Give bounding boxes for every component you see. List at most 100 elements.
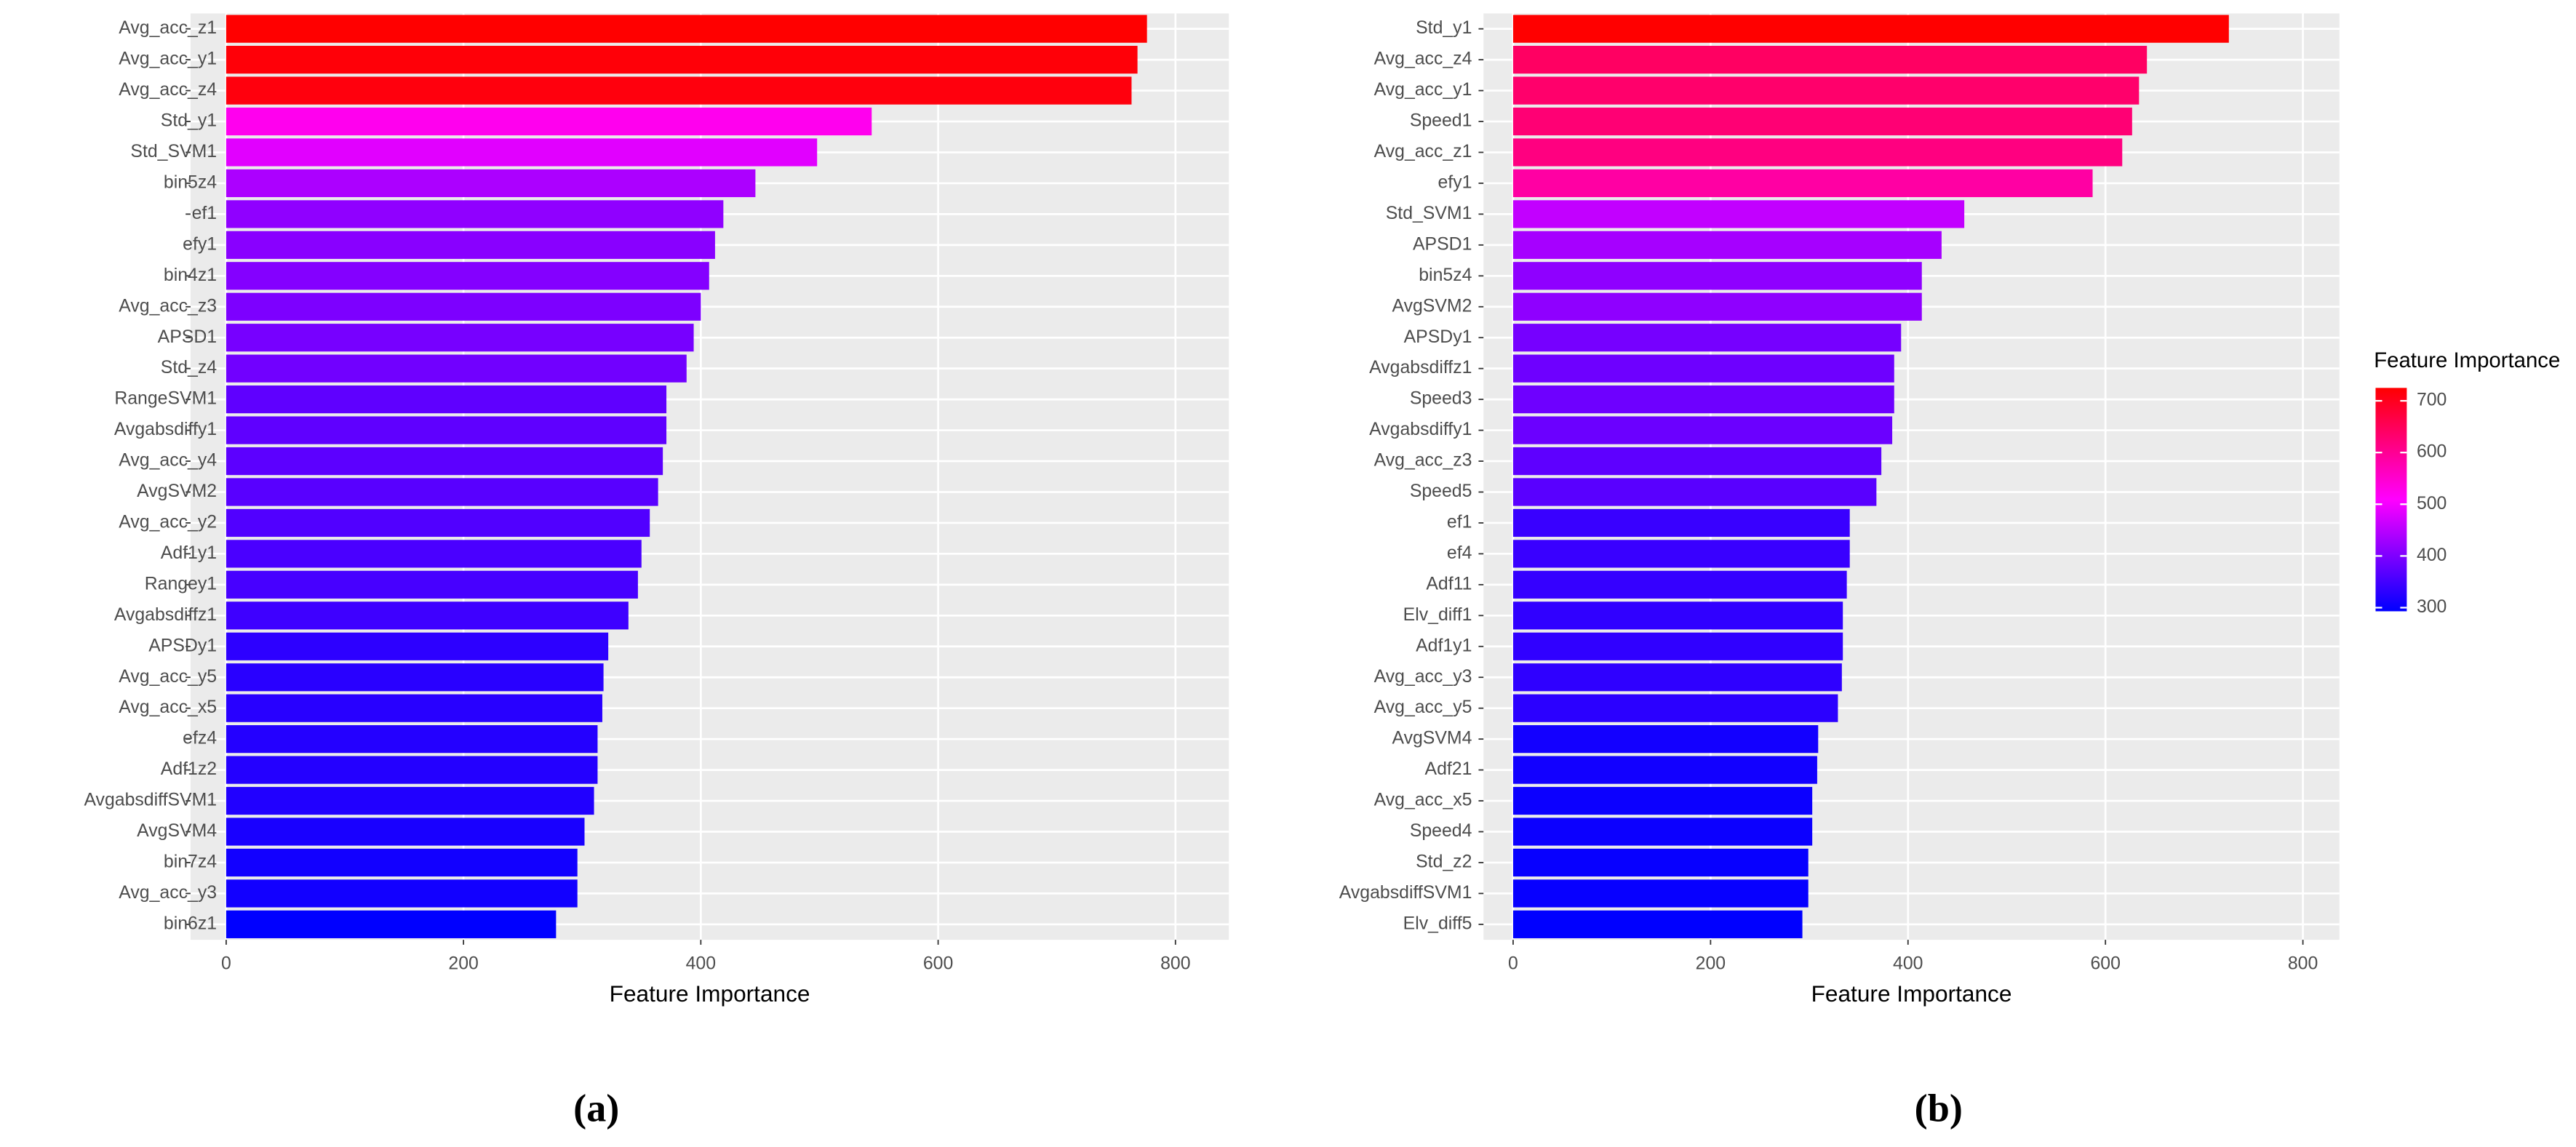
bar bbox=[1512, 138, 2123, 167]
y-tick-label: Avgabsdiffz1 bbox=[1369, 358, 1472, 377]
y-tick-label: bin5z4 bbox=[1419, 265, 1472, 285]
bar bbox=[226, 231, 715, 259]
panel-caption: (a) bbox=[573, 1087, 619, 1130]
y-tick-label: ef1 bbox=[192, 204, 218, 223]
bar bbox=[226, 756, 598, 784]
y-tick-label: Avg_acc_y4 bbox=[119, 451, 217, 471]
legend-tick-label: 500 bbox=[2417, 494, 2447, 513]
bar bbox=[226, 725, 598, 754]
bar bbox=[1512, 324, 1902, 352]
legend-title: Feature Importance bbox=[2374, 348, 2560, 372]
y-tick-label: Avg_acc_y1 bbox=[1374, 80, 1472, 100]
bar bbox=[1512, 200, 1965, 228]
bar bbox=[226, 416, 667, 444]
y-tick-label: Speed3 bbox=[1410, 389, 1472, 409]
bar bbox=[1512, 848, 1809, 877]
y-tick-label: Adf1y1 bbox=[1416, 636, 1472, 655]
x-axis-title: Feature Importance bbox=[1811, 980, 2012, 1007]
bar bbox=[1512, 354, 1894, 383]
y-tick-label: bin5z4 bbox=[164, 172, 217, 192]
bar bbox=[226, 818, 585, 846]
bar bbox=[1512, 570, 1847, 599]
y-tick-label: AvgSVM2 bbox=[137, 481, 217, 501]
bar bbox=[1512, 725, 1819, 754]
bar bbox=[226, 107, 872, 136]
y-tick-label: Avg_acc_y3 bbox=[1374, 667, 1472, 687]
y-tick-label: APSDy1 bbox=[148, 636, 217, 655]
bar bbox=[226, 138, 818, 167]
bar bbox=[226, 447, 663, 476]
x-tick-label: 0 bbox=[1508, 954, 1518, 974]
bar bbox=[226, 76, 1132, 105]
bar bbox=[226, 879, 578, 908]
y-tick-label: APSD1 bbox=[158, 327, 217, 347]
bar bbox=[1512, 910, 1803, 938]
bar bbox=[1512, 169, 2093, 198]
y-tick-label: Adf11 bbox=[1426, 574, 1472, 594]
x-axis-title: Feature Importance bbox=[610, 980, 810, 1007]
y-tick-label: Std_y1 bbox=[1416, 18, 1472, 38]
y-tick-label: Std_z2 bbox=[1416, 852, 1472, 872]
y-tick-label: Std_z4 bbox=[161, 358, 217, 377]
bar bbox=[226, 632, 609, 660]
y-tick-label: Avg_acc_z3 bbox=[119, 296, 217, 316]
y-tick-label: Avg_acc_z4 bbox=[1374, 49, 1472, 69]
y-tick-label: Avg_acc_x5 bbox=[119, 698, 217, 717]
y-tick-label: efy1 bbox=[183, 234, 217, 254]
bar bbox=[226, 385, 667, 414]
y-tick-label: Elv_diff5 bbox=[1403, 914, 1472, 933]
bar bbox=[1512, 632, 1843, 660]
bar bbox=[226, 478, 658, 506]
y-tick-label: RangeSVM1 bbox=[114, 389, 217, 409]
y-tick-label: AvgabsdiffSVM1 bbox=[84, 791, 217, 810]
x-tick-label: 0 bbox=[221, 954, 231, 974]
y-tick-label: Rangey1 bbox=[145, 574, 217, 594]
panel-background bbox=[190, 13, 1229, 940]
bar bbox=[226, 508, 650, 537]
x-tick-label: 600 bbox=[923, 954, 953, 974]
bar bbox=[226, 292, 701, 321]
y-tick-label: Avg_acc_z3 bbox=[1374, 451, 1472, 471]
legend-tick-label: 600 bbox=[2417, 442, 2447, 462]
x-tick-label: 200 bbox=[1696, 954, 1726, 974]
bar bbox=[1512, 602, 1843, 630]
bar bbox=[226, 324, 694, 352]
y-tick-label: Avg_acc_y5 bbox=[119, 667, 217, 687]
bar bbox=[1512, 447, 1882, 476]
bar bbox=[1512, 540, 1850, 568]
bar bbox=[226, 694, 602, 722]
panel-background bbox=[1483, 13, 2340, 940]
y-tick-label: Elv_diff1 bbox=[1403, 605, 1472, 625]
y-tick-label: Avg_acc_y3 bbox=[119, 883, 217, 903]
bar bbox=[226, 786, 594, 815]
y-tick-label: Adf1y1 bbox=[161, 543, 217, 563]
bar bbox=[226, 354, 687, 383]
bar bbox=[1512, 694, 1838, 722]
bar bbox=[1512, 663, 1842, 692]
bar bbox=[1512, 15, 2229, 43]
legend-tick-label: 700 bbox=[2417, 391, 2447, 410]
y-tick-label: Avg_acc_y2 bbox=[119, 513, 217, 532]
bar bbox=[226, 15, 1147, 43]
y-tick-label: ef1 bbox=[1447, 513, 1472, 532]
y-tick-label: Std_SVM1 bbox=[1386, 204, 1472, 223]
bar bbox=[226, 200, 724, 228]
bar bbox=[1512, 478, 1877, 506]
bar bbox=[1512, 818, 1813, 846]
bar bbox=[226, 46, 1138, 74]
y-tick-label: Std_SVM1 bbox=[130, 142, 217, 161]
y-tick-label: Speed4 bbox=[1410, 821, 1472, 841]
bar bbox=[1512, 385, 1894, 414]
colorbar bbox=[2375, 388, 2407, 612]
y-tick-label: Avg_acc_y5 bbox=[1374, 698, 1472, 717]
bar bbox=[1512, 76, 2140, 105]
x-tick-label: 600 bbox=[2090, 954, 2120, 974]
y-tick-label: Speed5 bbox=[1410, 481, 1472, 501]
y-tick-label: Avg_acc_z1 bbox=[119, 18, 217, 38]
y-tick-label: Avg_acc_x5 bbox=[1374, 791, 1472, 810]
bar bbox=[1512, 262, 1922, 290]
x-tick-label: 200 bbox=[448, 954, 478, 974]
y-tick-label: Adf21 bbox=[1425, 759, 1472, 779]
bar bbox=[1512, 786, 1813, 815]
